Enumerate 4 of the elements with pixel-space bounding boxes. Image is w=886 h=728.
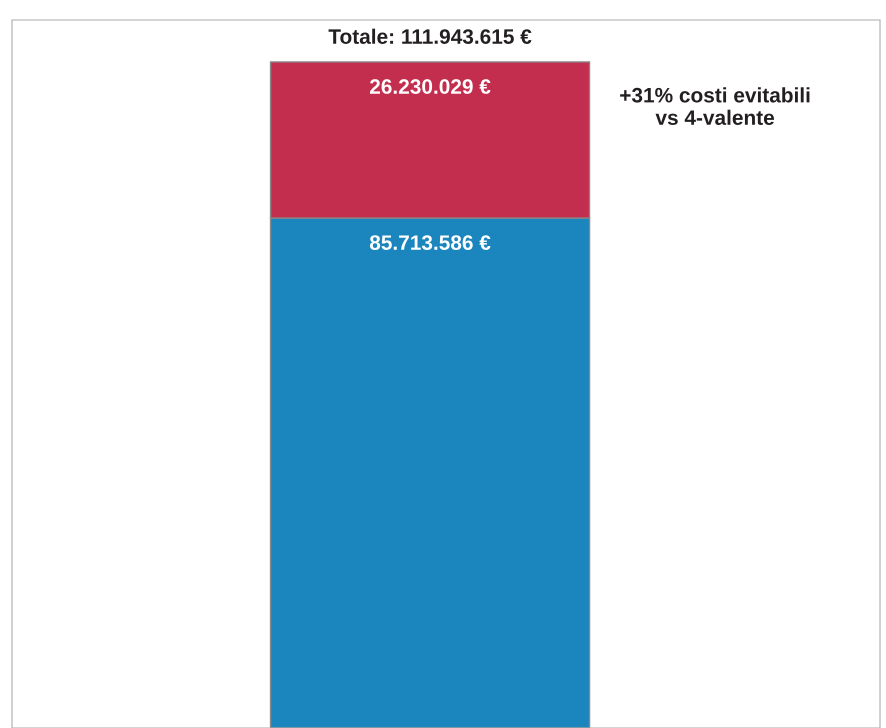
data-label: 85.713.586 € (370, 235, 491, 250)
text: +31% costi evitabili vs 4-valente (620, 87, 810, 126)
data-label: 26.230.029 € (370, 79, 491, 94)
total-label: Totale: 111.943.615 € (328, 28, 532, 44)
